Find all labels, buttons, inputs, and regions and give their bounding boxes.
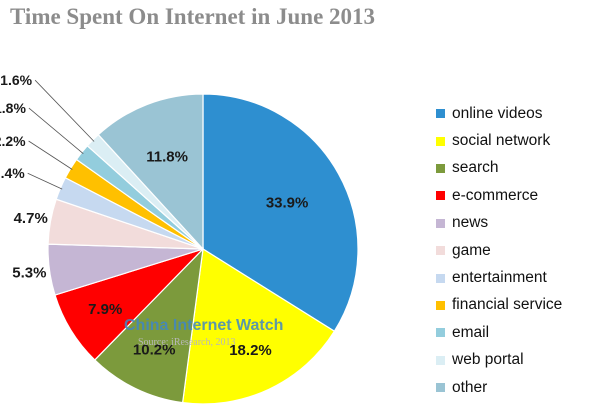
slice-label-financial-service: 2.2% bbox=[0, 133, 26, 149]
slice-label-social-network: 18.2% bbox=[229, 342, 272, 359]
watermark-text: China Internet Watch bbox=[124, 317, 283, 334]
legend-label: social network bbox=[452, 132, 551, 150]
legend-swatch bbox=[436, 246, 445, 256]
source-text: Source: iResearch, 2013 bbox=[138, 337, 235, 348]
legend-item-search: search bbox=[436, 155, 562, 182]
legend-item-financial-service: financial service bbox=[436, 292, 562, 319]
leader-line-financial-service bbox=[28, 140, 73, 170]
chart-legend: online videos social network search e-comme… bbox=[436, 100, 562, 401]
legend-label: search bbox=[452, 159, 499, 177]
legend-item-web-portal: web portal bbox=[436, 347, 562, 374]
legend-label: news bbox=[452, 214, 489, 232]
legend-item-other: other bbox=[436, 374, 562, 401]
legend-item-social-network: social network bbox=[436, 127, 562, 154]
legend-swatch bbox=[436, 273, 445, 283]
slice-label-email: 1.8% bbox=[0, 100, 26, 116]
slice-label-news: 5.3% bbox=[12, 265, 46, 282]
pie-slice-social-network bbox=[181, 247, 336, 405]
legend-swatch bbox=[436, 191, 445, 201]
slice-label-online-videos: 33.9% bbox=[266, 194, 309, 211]
legend-item-online-videos: online videos bbox=[436, 100, 562, 127]
slice-label-game: 4.7% bbox=[14, 210, 48, 227]
slice-label-entertainment: 2.4% bbox=[0, 165, 25, 181]
slice-label-e-commerce: 7.9% bbox=[88, 301, 122, 318]
leader-line-web-portal bbox=[34, 79, 95, 142]
legend-label: game bbox=[452, 241, 491, 259]
legend-label: e-commerce bbox=[452, 186, 539, 204]
legend-label: entertainment bbox=[452, 269, 547, 287]
legend-item-e-commerce: e-commerce bbox=[436, 182, 562, 209]
legend-label: financial service bbox=[452, 296, 563, 314]
slice-label-other: 11.8% bbox=[146, 149, 188, 166]
legend-swatch bbox=[436, 218, 445, 228]
legend-swatch bbox=[436, 136, 445, 146]
slice-label-search: 10.2% bbox=[133, 341, 176, 358]
legend-label: other bbox=[452, 378, 488, 396]
legend-item-game: game bbox=[436, 237, 562, 264]
legend-label: web portal bbox=[452, 351, 524, 369]
legend-item-email: email bbox=[436, 319, 562, 346]
legend-label: email bbox=[452, 323, 490, 341]
legend-label: online videos bbox=[452, 104, 543, 122]
legend-swatch bbox=[436, 163, 445, 173]
pie-slice-other bbox=[97, 93, 204, 251]
pie-slice-search bbox=[93, 247, 204, 404]
legend-swatch bbox=[436, 355, 445, 365]
slice-label-web-portal: 1.6% bbox=[0, 72, 32, 88]
legend-item-entertainment: entertainment bbox=[436, 264, 562, 291]
legend-swatch bbox=[436, 383, 445, 393]
legend-swatch bbox=[436, 328, 445, 338]
legend-item-news: news bbox=[436, 210, 562, 237]
legend-swatch bbox=[436, 109, 445, 119]
pie-slice-online-videos bbox=[202, 93, 359, 333]
chart-title: Time Spent On Internet in June 2013 bbox=[10, 4, 376, 29]
leader-line-email bbox=[28, 107, 84, 155]
leader-line-entertainment bbox=[27, 172, 63, 190]
legend-swatch bbox=[436, 300, 445, 310]
